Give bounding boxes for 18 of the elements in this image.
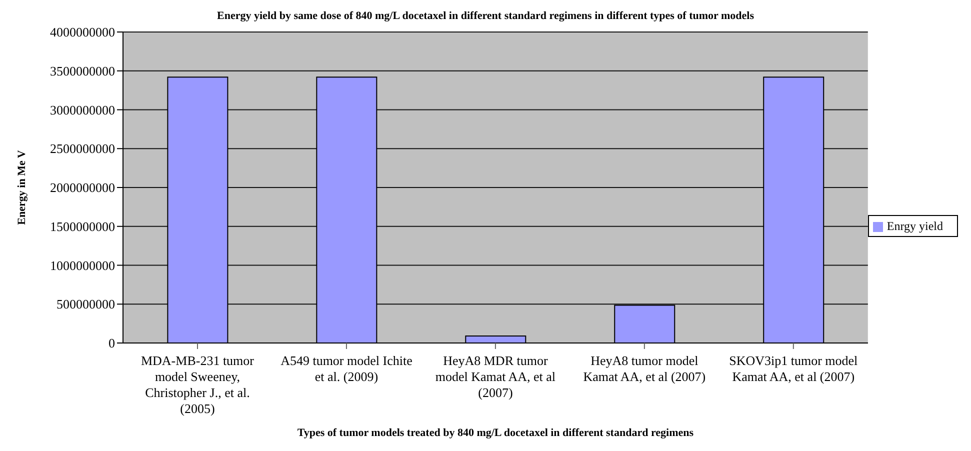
legend-label: Enrgy yield	[886, 218, 943, 232]
x-tick-label: SKOV3ip1 tumor model Kamat AA, et al (2007)	[729, 353, 858, 384]
y-tick-label: 2000000000	[50, 180, 115, 196]
y-axis-title: Energy in Me V	[16, 150, 28, 225]
y-tick-label: 2500000000	[50, 141, 115, 156]
y-tick-label: 3000000000	[50, 102, 115, 118]
y-tick-label: 1000000000	[50, 258, 115, 273]
x-tick-label: HeyA8 tumor model Kamat AA, et al (2007)	[583, 353, 706, 384]
y-tick-label: 3500000000	[50, 63, 115, 78]
y-tick-label: 0	[108, 336, 115, 351]
y-tick-label: 1500000000	[50, 218, 115, 234]
chart-title: Energy yield by same dose of 840 mg/L docetaxel in different standard regimens in different types of tumor models	[216, 10, 755, 22]
x-axis-title: Types of tumor models treated by 840 mg/L docetaxel in different standard regimens	[297, 427, 694, 439]
x-tick-label: HeyA8 MDR tumor model Kamat AA, et al (2007)	[435, 353, 556, 400]
x-tick-label: A549 tumor model Ichite et al. (2009)	[280, 353, 413, 384]
y-tick-label: 4000000000	[50, 24, 115, 40]
y-tick-label: 500000000	[56, 296, 115, 312]
x-tick-label: MDA-MB-231 tumor model Sweeney, Christopher J., et al. (2005)	[140, 353, 255, 416]
